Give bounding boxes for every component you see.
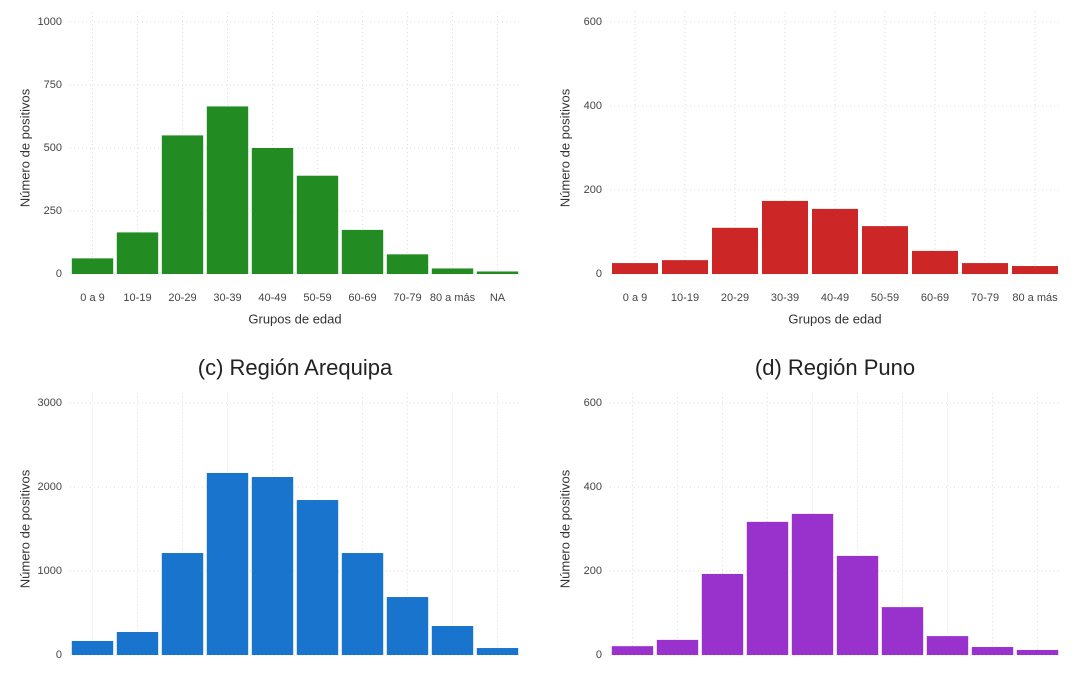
y-tick-label: 0 xyxy=(56,268,62,280)
x-tick-label: 70-79 xyxy=(393,292,421,304)
x-tick-label: 30-39 xyxy=(213,292,241,304)
x-tick-label: 10-19 xyxy=(671,292,699,304)
bar xyxy=(161,135,204,274)
bar xyxy=(341,553,384,655)
bar xyxy=(476,271,519,274)
bar xyxy=(612,263,658,274)
x-tick-label: 0 a 9 xyxy=(80,292,104,304)
x-tick-label: NA xyxy=(490,292,506,304)
x-tick-label: 50-59 xyxy=(871,292,899,304)
x-axis-label: Grupos de edad xyxy=(788,311,881,326)
y-tick-label: 2000 xyxy=(38,481,62,493)
bar xyxy=(71,258,114,274)
y-tick-label: 1000 xyxy=(38,565,62,577)
y-tick-label: 750 xyxy=(44,79,62,91)
x-tick-label: 20-29 xyxy=(721,292,749,304)
bar xyxy=(296,175,339,274)
bar xyxy=(662,260,708,274)
chart-title: (c) Región Arequipa xyxy=(198,355,393,380)
bar xyxy=(862,226,908,274)
bar xyxy=(912,250,958,274)
bar xyxy=(701,573,744,655)
bar xyxy=(251,148,294,274)
chart-title: (d) Región Puno xyxy=(755,355,915,380)
bar xyxy=(206,472,249,655)
y-tick-label: 0 xyxy=(596,649,602,661)
bar xyxy=(206,106,249,274)
y-tick-label: 400 xyxy=(584,100,602,112)
x-tick-label: 0 a 9 xyxy=(623,292,647,304)
bar xyxy=(161,553,204,655)
bar xyxy=(476,648,519,655)
y-axis-label: Número de positivos xyxy=(557,469,572,588)
y-tick-label: 0 xyxy=(56,649,62,661)
bar xyxy=(386,254,429,274)
bar xyxy=(341,229,384,274)
bar xyxy=(836,555,879,655)
bar xyxy=(962,263,1008,274)
bar xyxy=(712,227,758,274)
x-tick-label: 10-19 xyxy=(123,292,151,304)
x-tick-label: 60-69 xyxy=(348,292,376,304)
bar xyxy=(116,631,159,655)
y-tick-label: 400 xyxy=(584,481,602,493)
x-tick-label: 40-49 xyxy=(821,292,849,304)
x-tick-label: 70-79 xyxy=(971,292,999,304)
bar xyxy=(611,646,654,655)
x-tick-label: 80 a más xyxy=(1012,292,1058,304)
y-tick-label: 3000 xyxy=(38,397,62,409)
bar xyxy=(116,232,159,274)
bar xyxy=(791,513,834,655)
bar xyxy=(71,640,114,655)
bar xyxy=(762,200,808,274)
y-tick-label: 250 xyxy=(44,205,62,217)
x-tick-label: 50-59 xyxy=(303,292,331,304)
bar xyxy=(881,607,924,655)
bar xyxy=(251,477,294,655)
y-tick-label: 0 xyxy=(596,268,602,280)
bar xyxy=(746,521,789,655)
y-axis-label: Número de positivos xyxy=(17,469,32,588)
x-tick-label: 80 a más xyxy=(430,292,476,304)
y-tick-label: 600 xyxy=(584,16,602,28)
y-tick-label: 200 xyxy=(584,565,602,577)
bar xyxy=(656,639,699,655)
y-tick-label: 200 xyxy=(584,184,602,196)
bar xyxy=(386,597,429,655)
y-tick-label: 1000 xyxy=(38,16,62,28)
bar xyxy=(926,636,969,655)
bar xyxy=(431,626,474,655)
bar xyxy=(431,268,474,274)
x-tick-label: 20-29 xyxy=(168,292,196,304)
y-tick-label: 600 xyxy=(584,397,602,409)
bar xyxy=(296,500,339,655)
y-axis-label: Número de positivos xyxy=(17,88,32,207)
y-axis-label: Número de positivos xyxy=(557,88,572,207)
y-tick-label: 500 xyxy=(44,142,62,154)
x-tick-label: 60-69 xyxy=(921,292,949,304)
bar xyxy=(971,647,1014,655)
bar xyxy=(1016,649,1059,655)
bar xyxy=(812,208,858,274)
bar xyxy=(1012,266,1058,274)
x-tick-label: 30-39 xyxy=(771,292,799,304)
x-tick-label: 40-49 xyxy=(258,292,286,304)
x-axis-label: Grupos de edad xyxy=(248,311,341,326)
